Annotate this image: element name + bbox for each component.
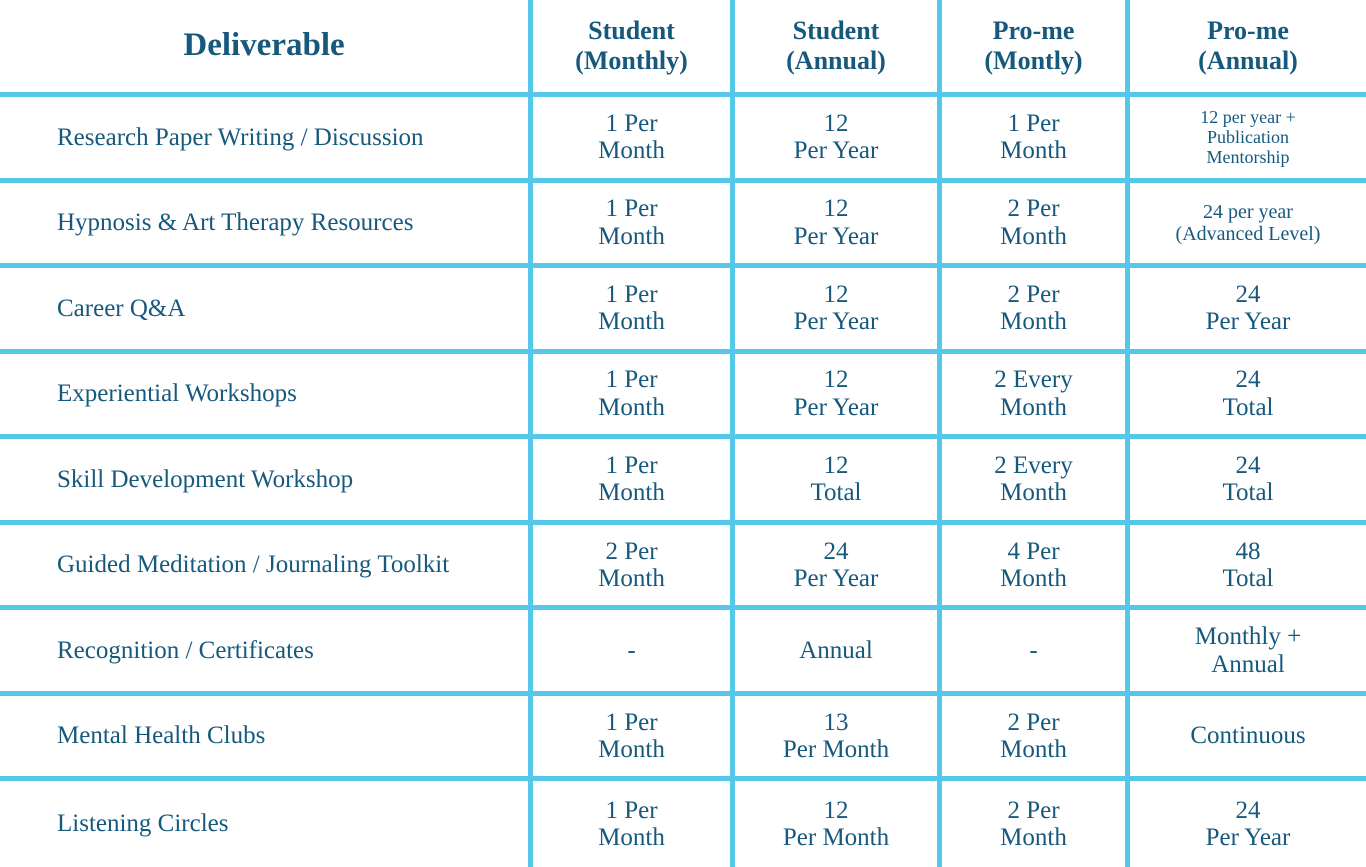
row-label-mental-health-clubs: Mental Health Clubs — [0, 695, 533, 782]
cell-value: 24 Total — [1130, 354, 1366, 440]
cell-value: 24 Per Year — [1130, 268, 1366, 354]
row-label-guided-meditation-journaling: Guided Meditation / Journaling Toolkit — [0, 524, 533, 611]
header-student-annual: Student (Annual) — [735, 0, 942, 97]
cell-value: Annual — [735, 610, 942, 696]
cell-value: 2 Per Month — [942, 182, 1130, 269]
cell-value: Monthly + Annual — [1130, 610, 1366, 696]
cell-value: 1 Per Month — [533, 268, 735, 354]
cell-value: 1 Per Month — [533, 781, 735, 867]
cell-value: 12 Per Year — [735, 268, 942, 354]
cell-value: 12 Per Year — [735, 97, 942, 183]
cell-value: 2 Every Month — [942, 353, 1130, 440]
cell-value: 1 Per Month — [533, 439, 735, 525]
cell-value: 24 Per Year — [1205, 796, 1291, 852]
cell-value: 2 Per Month — [942, 781, 1130, 867]
row-label-recognition-certificates: Recognition / Certificates — [0, 610, 533, 696]
row-label-experiential-workshops: Experiential Workshops — [0, 353, 533, 440]
cell-value: Continuous — [1130, 696, 1366, 782]
row-label-listening-circles: Listening Circles — [0, 781, 533, 867]
cell-value: - — [533, 610, 735, 696]
cell-value: 12 Per Year — [735, 182, 942, 269]
header-pro-me-annual: Pro-me (Annual) — [1130, 0, 1366, 97]
cell-value: 24 per year (Advanced Level) — [1130, 183, 1366, 269]
cell-value: 1 Per Month — [533, 182, 735, 269]
header-student-monthly: Student (Monthly) — [533, 0, 735, 97]
cell-value: 2 Every Month — [942, 439, 1130, 525]
cell-value: 1 Per Month — [533, 695, 735, 782]
row-label-research-paper: Research Paper Writing / Discussion — [0, 97, 533, 183]
cell-value: 12 Total — [735, 439, 942, 525]
row-label-hypnosis-art-therapy: Hypnosis & Art Therapy Resources — [0, 182, 533, 269]
cell-value: 2 Per Month — [942, 268, 1130, 354]
cell-value: 1 Per Month — [533, 97, 735, 183]
cell-value: 1 Per Month — [533, 353, 735, 440]
cell-value: 48 Total — [1130, 525, 1366, 611]
cell-value: 12 per year + Publication Mentorship — [1130, 97, 1366, 183]
cell-value: 12 Per Year — [735, 353, 942, 440]
header-pro-me-monthly: Pro-me (Montly) — [942, 0, 1130, 97]
cell-value: 12 Per Month — [735, 781, 942, 867]
cell-value: 1 Per Month — [942, 97, 1130, 183]
cell-value: 24 Per Year — [735, 524, 942, 611]
row-label-skill-development-workshop: Skill Development Workshop — [0, 439, 533, 525]
cell-value: 2 Per Month — [942, 695, 1130, 782]
cell-value: 13 Per Month — [735, 695, 942, 782]
cell-value: 4 Per Month — [942, 524, 1130, 611]
cell-value: - — [942, 610, 1130, 696]
cell-value: 24 Total — [1130, 439, 1366, 525]
row-label-career-qa: Career Q&A — [0, 268, 533, 354]
header-deliverable: Deliverable — [0, 0, 533, 97]
cell-value: 2 Per Month — [533, 524, 735, 611]
